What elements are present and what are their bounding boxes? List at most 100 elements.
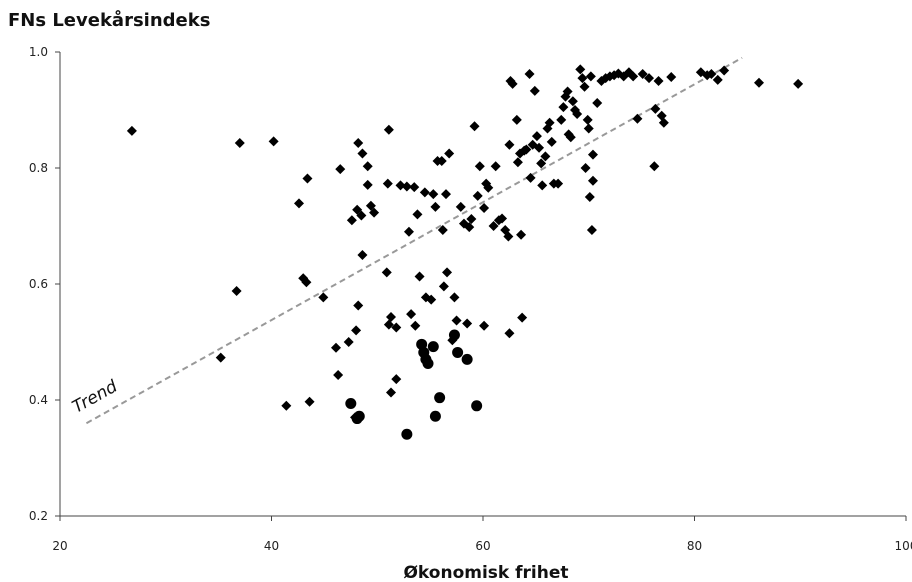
data-point	[536, 158, 547, 169]
data-point	[438, 281, 449, 292]
data-point	[537, 180, 548, 191]
data-point	[706, 69, 717, 80]
data-point	[504, 328, 515, 339]
data-point	[448, 329, 460, 341]
data-point	[479, 203, 490, 214]
data-point	[304, 396, 315, 407]
data-point	[427, 341, 439, 353]
data-point	[436, 156, 447, 167]
axes	[59, 52, 906, 517]
data-point	[391, 374, 402, 385]
data-point	[345, 397, 357, 409]
data-point	[546, 136, 557, 147]
data-point	[567, 96, 578, 107]
data-point	[335, 164, 346, 175]
data-point	[382, 178, 393, 189]
data-point	[511, 114, 522, 125]
data-point	[434, 392, 446, 404]
data-point	[412, 209, 423, 220]
data-point	[451, 315, 462, 326]
data-point	[504, 139, 515, 150]
data-points	[126, 64, 804, 440]
data-point	[401, 181, 412, 192]
data-point	[385, 387, 396, 398]
data-point	[544, 117, 555, 128]
data-point	[414, 271, 425, 282]
data-point	[587, 175, 598, 186]
data-point	[583, 123, 594, 134]
data-point	[534, 142, 545, 153]
data-point	[410, 320, 421, 331]
data-point	[422, 357, 434, 369]
x-axis-label: Økonomisk frihet	[403, 563, 568, 582]
data-point	[318, 292, 329, 303]
data-point	[474, 161, 485, 172]
data-point	[215, 352, 226, 363]
data-point	[469, 121, 480, 132]
data-point	[357, 250, 368, 260]
data-point	[406, 309, 417, 320]
data-point	[793, 78, 804, 89]
data-point	[553, 178, 564, 189]
data-point	[464, 222, 475, 233]
data-point	[649, 161, 660, 172]
x-ticks: 20 40 60 80 100	[52, 516, 912, 553]
y-tick-label: 0.8	[29, 161, 48, 175]
data-point	[577, 73, 588, 84]
data-point	[562, 86, 573, 97]
data-point	[301, 277, 312, 288]
chart-title: FNs Levekårsindeks	[8, 10, 211, 31]
y-tick-label: 1.0	[29, 45, 48, 59]
data-point	[369, 207, 380, 218]
data-point	[483, 182, 494, 193]
trend-group: Trend	[69, 56, 743, 425]
data-point	[666, 71, 677, 82]
x-tick-label: 20	[52, 539, 67, 553]
data-point	[586, 225, 597, 236]
data-point	[333, 370, 344, 381]
data-point	[409, 182, 420, 193]
data-point	[357, 148, 368, 159]
data-point	[531, 131, 542, 142]
data-point	[556, 114, 567, 125]
data-point	[383, 124, 394, 135]
data-point	[472, 190, 483, 201]
data-point	[719, 65, 730, 76]
data-point	[585, 71, 596, 82]
data-point	[455, 201, 466, 212]
data-point	[419, 187, 430, 198]
y-tick-label: 0.4	[29, 393, 48, 407]
y-tick-label: 0.2	[29, 509, 48, 523]
data-point	[444, 148, 455, 159]
data-point	[351, 325, 362, 336]
data-point	[268, 136, 279, 147]
data-point	[362, 179, 373, 190]
data-point	[429, 410, 441, 422]
data-point	[302, 173, 313, 184]
data-point	[430, 201, 441, 212]
data-point	[426, 294, 437, 305]
data-point	[231, 285, 242, 296]
data-point	[293, 198, 304, 209]
data-point	[452, 346, 464, 358]
x-tick-label: 40	[264, 539, 279, 553]
data-point	[587, 149, 598, 160]
data-point	[524, 69, 535, 80]
data-point	[565, 132, 576, 143]
data-point	[653, 76, 664, 86]
data-point	[503, 231, 514, 242]
data-point	[385, 312, 396, 323]
data-point	[650, 103, 661, 114]
data-point	[517, 312, 528, 323]
data-point	[356, 210, 367, 221]
data-point	[331, 342, 342, 353]
data-point	[512, 157, 523, 168]
data-point	[343, 337, 354, 347]
data-point	[126, 125, 137, 136]
data-point	[353, 300, 364, 311]
data-point	[712, 74, 723, 85]
data-point	[440, 189, 451, 200]
data-point	[401, 428, 413, 440]
data-point	[488, 221, 499, 231]
